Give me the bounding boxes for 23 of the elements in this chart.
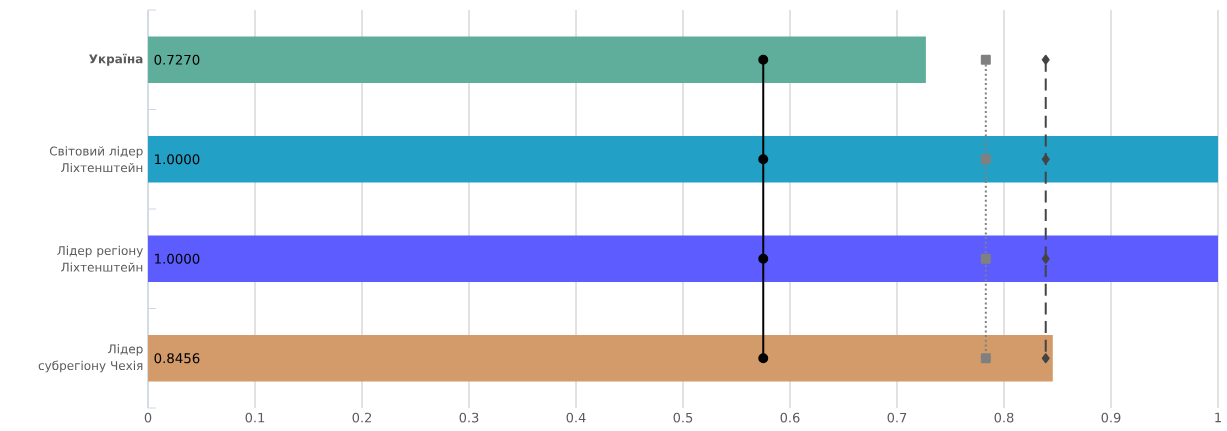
y-tick-label: Світовий лідер Ліхтенштейн: [49, 146, 143, 173]
x-tick-label: 1: [1215, 412, 1221, 423]
y-tick-label: Україна: [89, 53, 143, 66]
data-label: 1.0000: [155, 154, 200, 165]
x-tick-label: 0.7: [887, 412, 907, 423]
x-tick-label: 0: [144, 412, 152, 423]
bar: [148, 334, 1053, 382]
y-tick-label: Лідер субрегіону Чехія: [38, 344, 143, 373]
data-label: 0.7270: [154, 54, 200, 65]
x-tick-label: 0.1: [245, 412, 265, 423]
bar: [148, 235, 1218, 283]
x-tick-label: 0.6: [780, 412, 800, 423]
y-tick-label: Лідер регіону Ліхтенштейн: [57, 245, 143, 272]
bar: [148, 36, 926, 84]
x-tick-label: 0.2: [352, 412, 372, 423]
bar: [148, 135, 1218, 183]
data-label: 1.0000: [155, 253, 200, 264]
x-tick-label: 0.4: [566, 412, 586, 423]
data-label: 0.8456: [154, 353, 200, 364]
x-tick-label: 0.8: [994, 412, 1014, 423]
x-tick-label: 0.5: [673, 412, 693, 423]
x-tick-label: 0.9: [1101, 412, 1121, 423]
x-tick-label: 0.3: [459, 412, 479, 423]
